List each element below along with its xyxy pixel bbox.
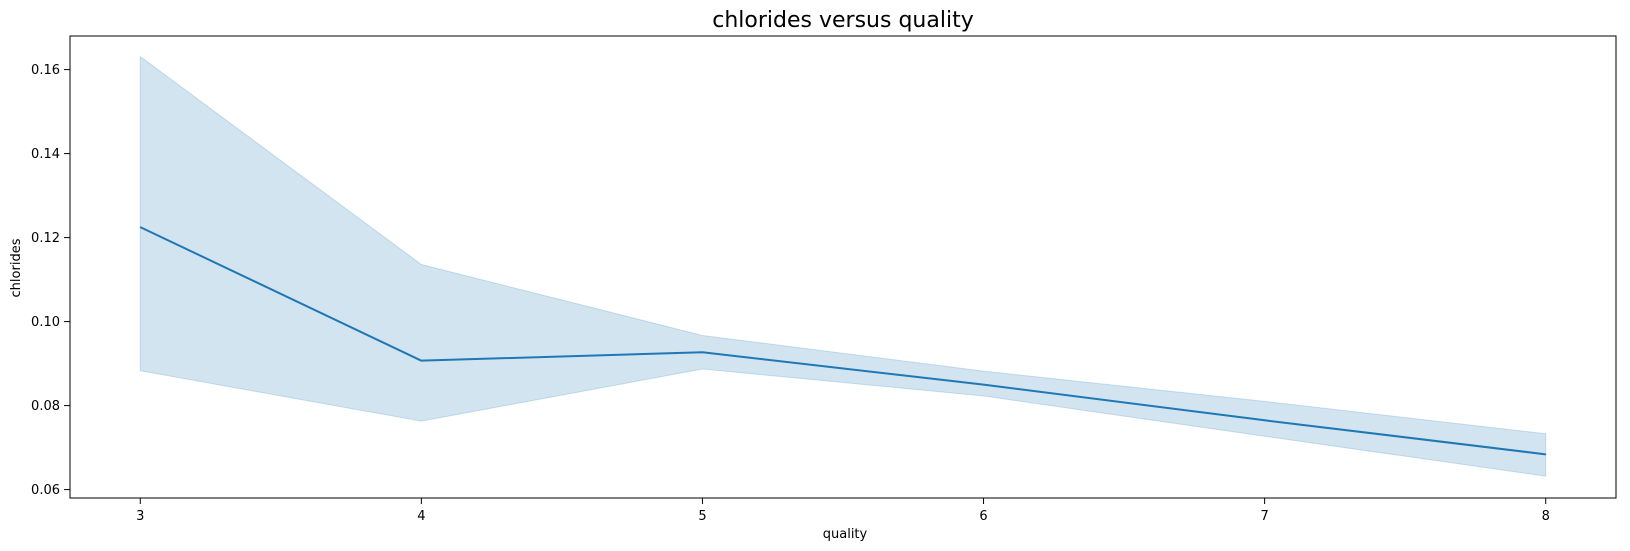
x-tick-label: 3 [136, 509, 144, 524]
chart-title: chlorides versus quality [712, 8, 973, 33]
y-tick-label: 0.12 [31, 231, 60, 246]
x-tick-label: 8 [1542, 509, 1550, 524]
confidence-band [139, 55, 1547, 477]
data-point [983, 384, 985, 386]
y-tick-label: 0.06 [31, 483, 60, 498]
x-axis-label: quality [823, 527, 868, 542]
y-tick-label: 0.10 [31, 315, 60, 330]
axes: 3 4 5 6 7 8 0.06 0.08 0.10 0.12 0.14 0.16 [31, 35, 1617, 524]
data-point [420, 360, 422, 362]
data-point [1264, 419, 1266, 421]
y-axis-label: chlorides [9, 238, 24, 297]
x-tick-label: 6 [979, 509, 987, 524]
x-tick-label: 5 [698, 509, 706, 524]
plot-area [139, 55, 1547, 477]
y-tick-label: 0.08 [31, 399, 60, 414]
axes-frame [69, 35, 1617, 499]
y-tick-label: 0.16 [31, 63, 60, 78]
data-point [1545, 453, 1547, 455]
x-tick-label: 4 [417, 509, 425, 524]
data-point [139, 226, 141, 228]
data-point [701, 351, 703, 353]
y-tick-label: 0.14 [31, 147, 60, 162]
series-line [139, 226, 1546, 456]
x-tick-label: 7 [1260, 509, 1268, 524]
